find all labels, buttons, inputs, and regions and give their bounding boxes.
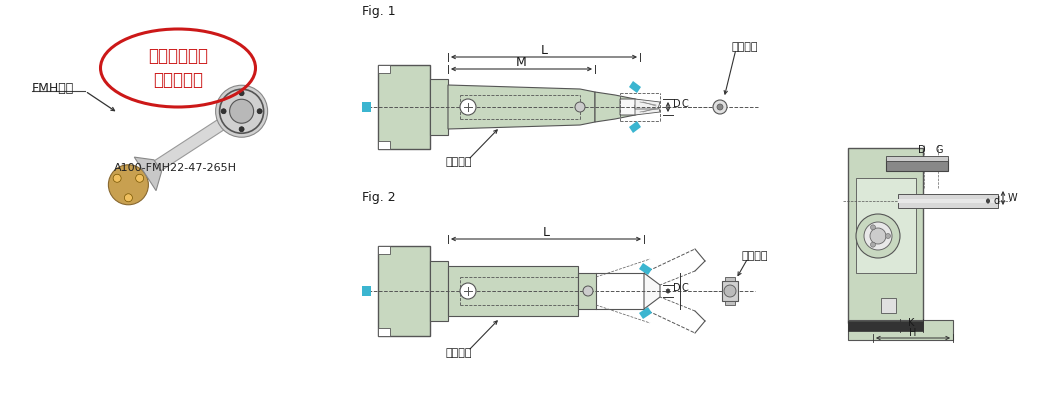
Polygon shape xyxy=(629,121,641,133)
Text: W: W xyxy=(1008,193,1017,203)
Text: Fig. 1: Fig. 1 xyxy=(362,4,396,17)
Circle shape xyxy=(108,165,148,205)
Text: D: D xyxy=(918,145,926,155)
Circle shape xyxy=(724,285,736,297)
Polygon shape xyxy=(644,273,660,309)
Polygon shape xyxy=(378,328,390,336)
Text: C: C xyxy=(681,283,688,293)
Polygon shape xyxy=(635,105,660,115)
Circle shape xyxy=(870,228,886,244)
Circle shape xyxy=(460,283,476,299)
Text: 硬质合金: 硬质合金 xyxy=(445,348,472,358)
Text: 的刀柄系列: 的刀柄系列 xyxy=(153,71,203,89)
Polygon shape xyxy=(378,141,390,149)
Circle shape xyxy=(113,174,121,182)
Polygon shape xyxy=(629,81,641,93)
Polygon shape xyxy=(448,85,595,129)
Text: 夹持螺栓: 夹持螺栓 xyxy=(732,42,758,52)
Circle shape xyxy=(575,102,585,112)
Circle shape xyxy=(583,286,593,296)
Polygon shape xyxy=(135,157,161,191)
Text: D: D xyxy=(673,283,680,293)
Polygon shape xyxy=(378,246,390,254)
Bar xyxy=(856,178,916,273)
Bar xyxy=(898,199,998,203)
Circle shape xyxy=(460,99,476,115)
Circle shape xyxy=(136,174,143,182)
Text: C: C xyxy=(681,99,688,109)
Bar xyxy=(362,286,371,296)
Circle shape xyxy=(124,194,133,202)
Circle shape xyxy=(886,233,891,239)
Bar xyxy=(726,277,735,281)
Circle shape xyxy=(221,109,226,114)
Polygon shape xyxy=(635,99,660,109)
Circle shape xyxy=(230,99,254,123)
Bar xyxy=(362,102,371,112)
Polygon shape xyxy=(620,99,655,115)
Bar xyxy=(578,273,596,309)
Text: K: K xyxy=(908,318,914,328)
Bar xyxy=(886,159,948,171)
Polygon shape xyxy=(639,263,652,275)
Circle shape xyxy=(216,85,267,137)
Text: FMH规格: FMH规格 xyxy=(32,81,75,94)
Text: D: D xyxy=(673,99,680,109)
Text: A100-FMH22-47-265H: A100-FMH22-47-265H xyxy=(114,163,237,173)
Circle shape xyxy=(713,100,727,114)
Polygon shape xyxy=(595,92,635,122)
Polygon shape xyxy=(639,307,652,319)
Circle shape xyxy=(871,225,875,230)
Bar xyxy=(722,281,738,301)
Circle shape xyxy=(871,242,875,247)
Bar xyxy=(848,321,923,331)
Text: 硬质合金: 硬质合金 xyxy=(445,157,472,167)
Circle shape xyxy=(257,109,262,114)
Circle shape xyxy=(239,91,244,96)
Bar xyxy=(886,156,948,161)
Text: L: L xyxy=(540,44,548,58)
Text: G: G xyxy=(935,145,942,155)
Text: 增加长度不同: 增加长度不同 xyxy=(148,47,208,65)
Text: M: M xyxy=(516,56,526,69)
Polygon shape xyxy=(378,65,390,73)
Circle shape xyxy=(856,214,900,258)
Bar xyxy=(378,246,430,336)
Bar xyxy=(448,266,578,316)
Bar xyxy=(726,301,735,305)
Text: d: d xyxy=(993,196,999,206)
Bar xyxy=(898,194,998,208)
Text: H: H xyxy=(910,328,917,338)
Text: 夹持螺栓: 夹持螺栓 xyxy=(742,251,769,261)
Bar xyxy=(848,320,953,340)
Text: L: L xyxy=(542,226,550,239)
Text: Fig. 2: Fig. 2 xyxy=(362,191,396,204)
Bar xyxy=(378,65,430,149)
Bar xyxy=(881,298,896,313)
Bar xyxy=(848,148,923,323)
Bar xyxy=(430,261,448,321)
Polygon shape xyxy=(125,106,245,190)
Circle shape xyxy=(239,127,244,132)
Circle shape xyxy=(717,104,723,110)
Bar xyxy=(430,79,448,135)
Circle shape xyxy=(865,222,892,250)
